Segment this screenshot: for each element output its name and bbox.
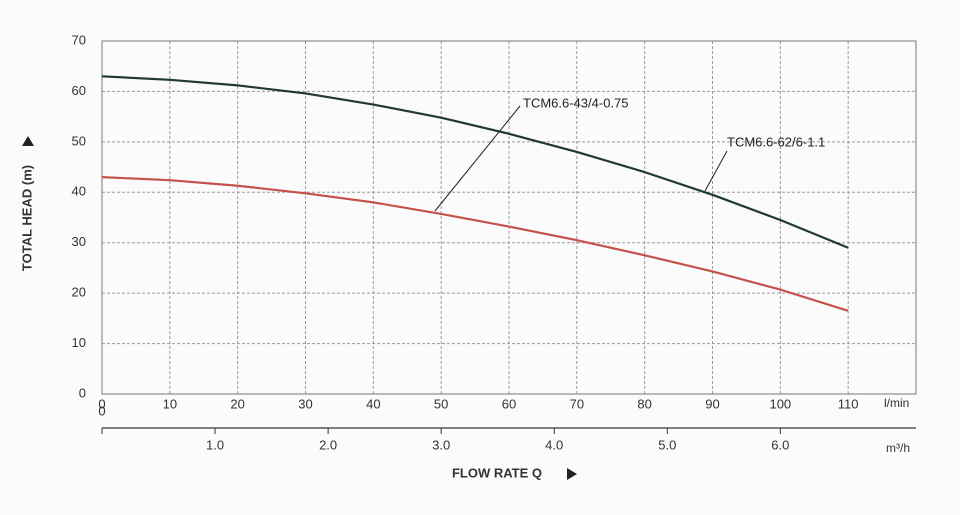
x-tick-label: 100: [769, 396, 791, 411]
y-tick-label: 0: [79, 385, 86, 400]
x2-tick-label: 0: [98, 403, 105, 418]
x2-unit: m³/h: [886, 441, 910, 455]
x-unit: l/min: [884, 396, 909, 410]
x-tick-label: 60: [502, 396, 516, 411]
leader-line: [434, 105, 521, 212]
y-tick-label: 10: [72, 335, 86, 350]
y-tick-label: 30: [72, 234, 86, 249]
x-tick-label: 80: [637, 396, 651, 411]
x-axis-arrow: [567, 468, 577, 480]
x-tick-label: 10: [163, 396, 177, 411]
x2-tick-label: 3.0: [432, 437, 450, 452]
y-tick-label: 60: [72, 83, 86, 98]
y-axis-title: TOTAL HEAD (m): [19, 165, 34, 271]
plot-frame: [101, 40, 917, 395]
x2-tick-label: 1.0: [206, 437, 224, 452]
x-tick-label: 50: [434, 396, 448, 411]
leader-line: [704, 150, 728, 192]
y-tick-label: 70: [72, 32, 86, 47]
series-label: TCM6.6-43/4-0.75: [523, 95, 629, 110]
x2-tick-label: 4.0: [545, 437, 563, 452]
x-tick-label: 70: [570, 396, 584, 411]
x-axis-title: FLOW RATE Q: [452, 465, 542, 480]
x-tick-label: 0: [98, 396, 105, 411]
y-tick-label: 50: [72, 133, 86, 148]
x2-tick-label: 6.0: [771, 437, 789, 452]
y-tick-label: 40: [72, 184, 86, 199]
x-tick-label: 90: [705, 396, 719, 411]
series-line: [101, 176, 849, 312]
x-tick-label: 110: [838, 396, 859, 411]
x-tick-label: 40: [366, 396, 380, 411]
x-tick-label: 20: [230, 396, 244, 411]
series-line: [101, 75, 849, 249]
y-axis-arrow: [22, 136, 34, 146]
x2-tick-label: 5.0: [658, 437, 676, 452]
x-tick-label: 30: [298, 396, 312, 411]
y-tick-label: 20: [72, 285, 86, 300]
x2-tick-label: 2.0: [319, 437, 337, 452]
series-label: TCM6.6-62/6-1.1: [727, 134, 825, 149]
